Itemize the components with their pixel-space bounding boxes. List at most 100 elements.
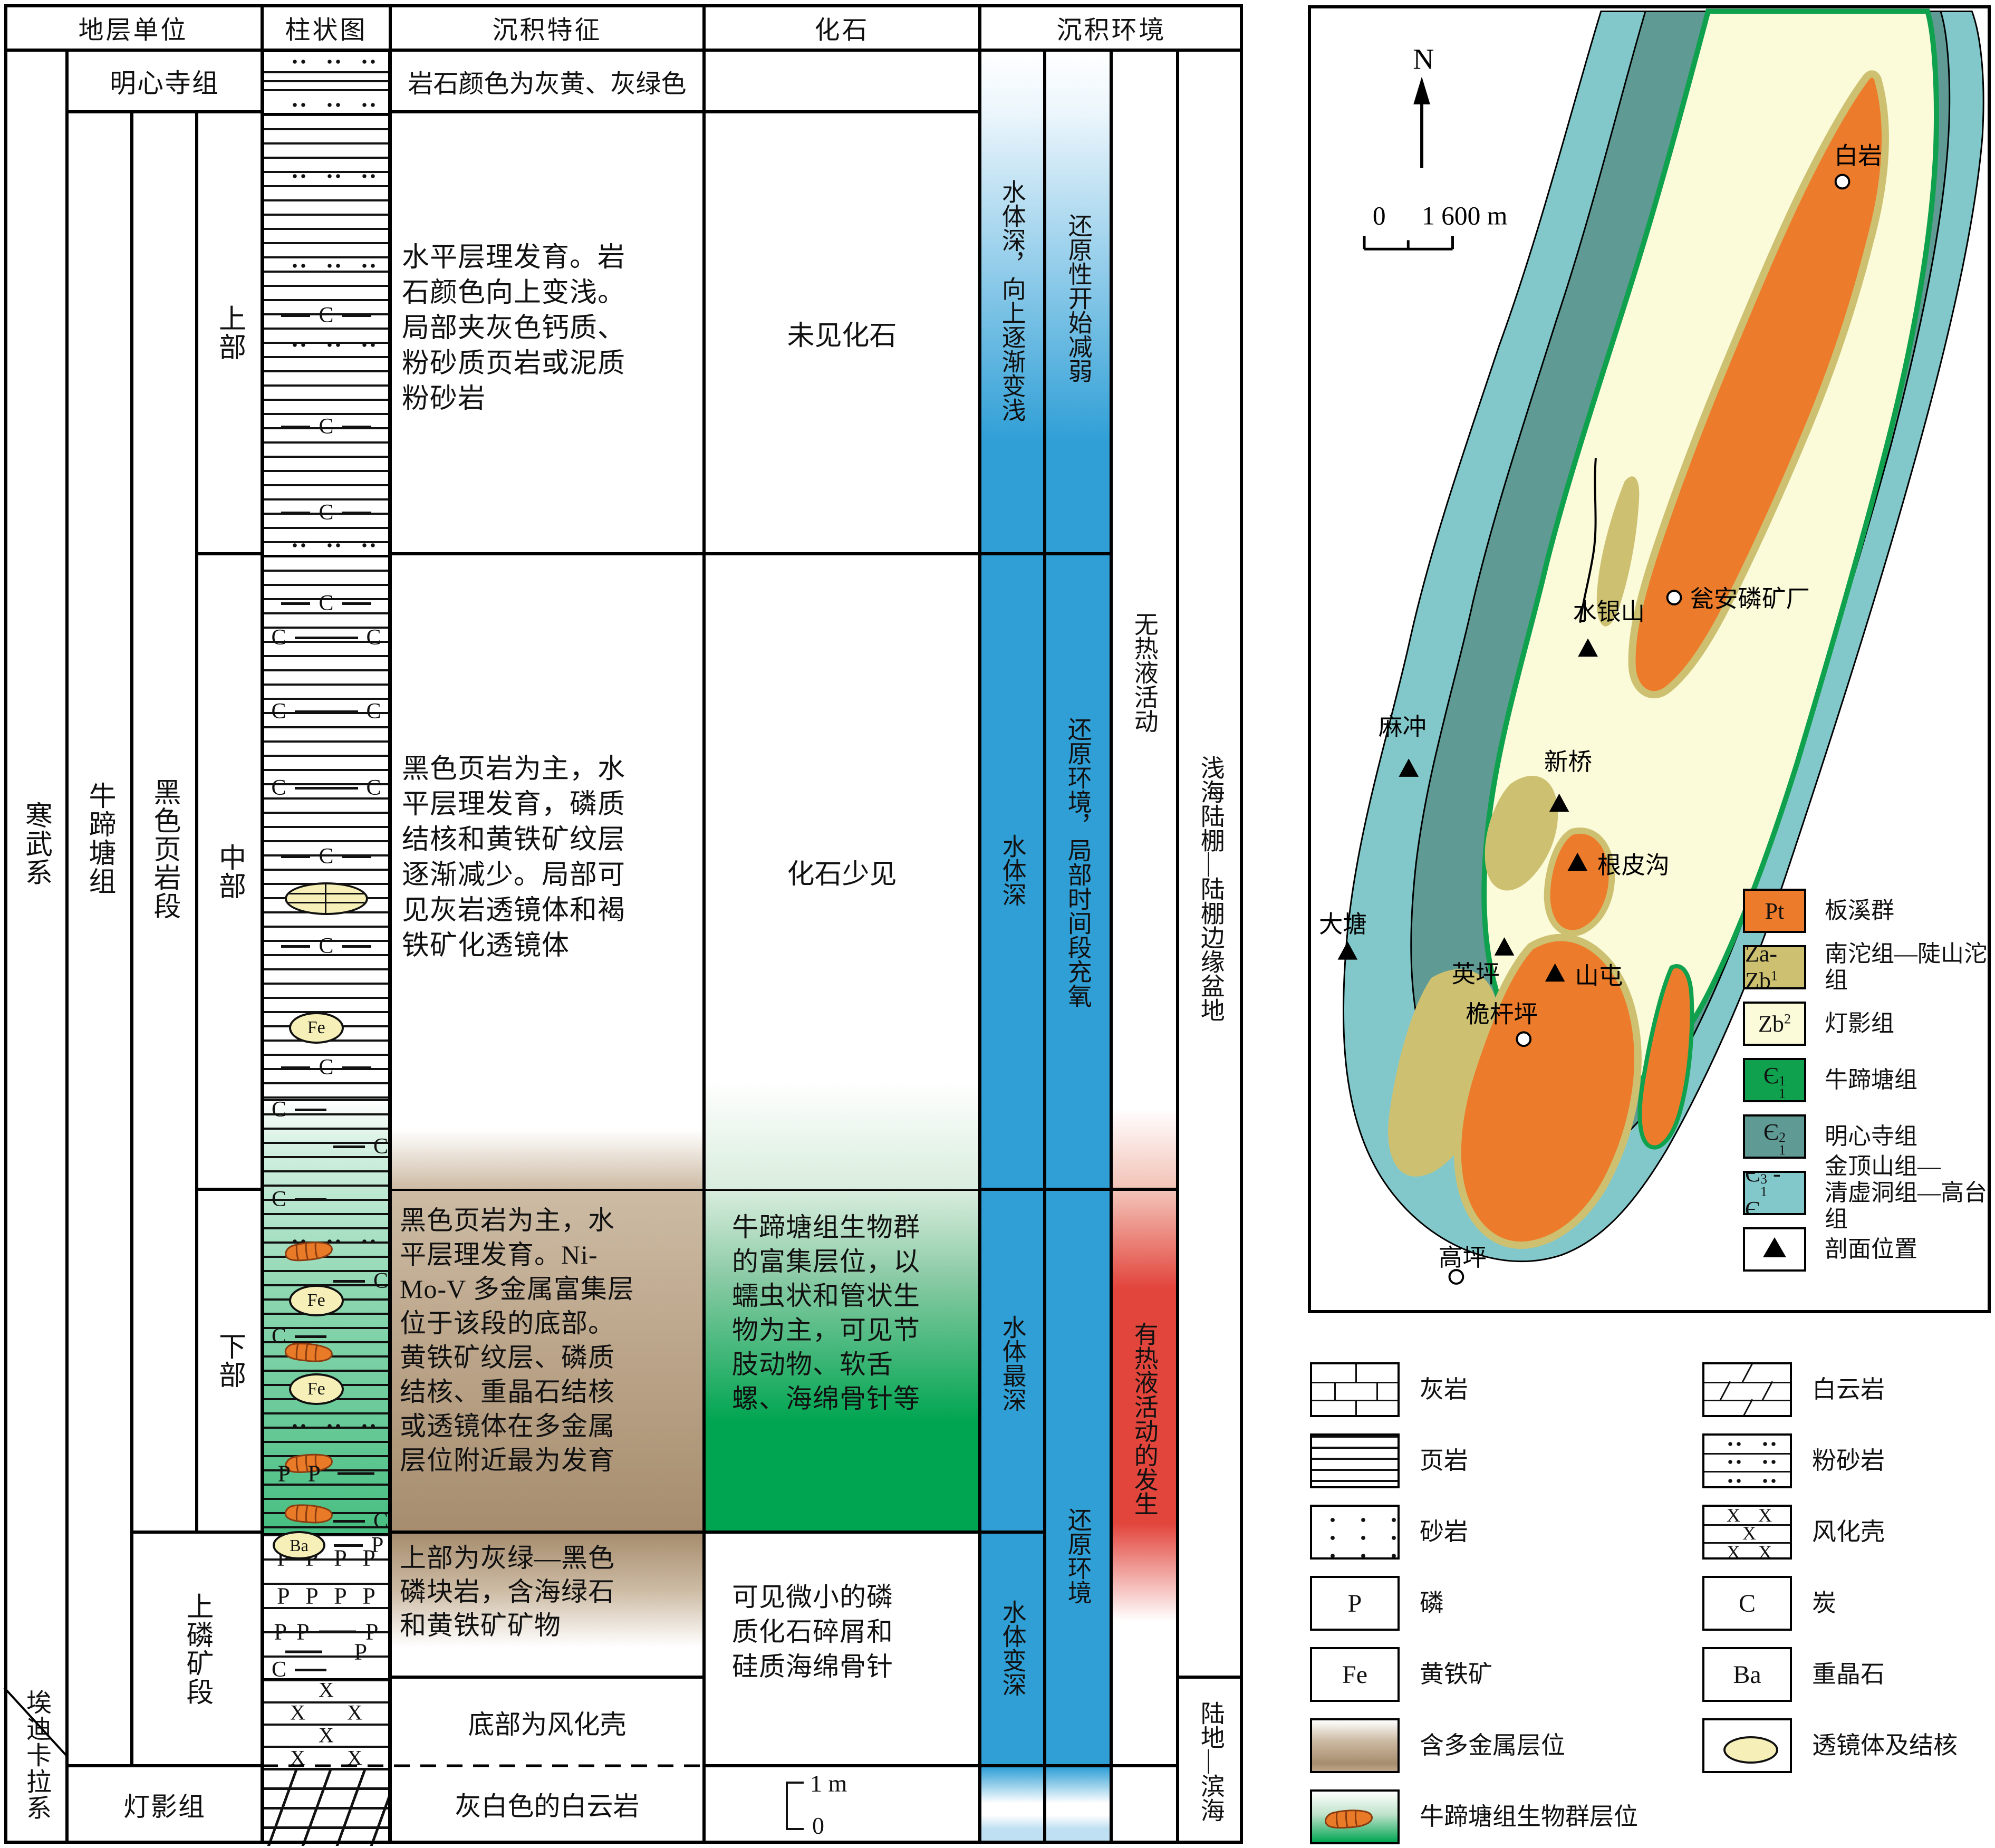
phosphorite-row-glyph: [338, 1472, 375, 1475]
pattern-x-letter: X: [1742, 1523, 1756, 1544]
lith-legend-label: 重晶石: [1812, 1661, 1885, 1688]
map-legend-label: 金顶山组— 清虚洞组—高台组: [1825, 1153, 1987, 1232]
carbon-mark-letter: C: [366, 776, 381, 800]
carbon-mark-dash: [342, 511, 371, 514]
pattern-hline: [1704, 1471, 1790, 1472]
lith-legend-swatch-biota: [1310, 1789, 1400, 1844]
env-depth-upper-cell: [980, 50, 1045, 554]
lith-legend-swatch-sandstone: [1310, 1505, 1400, 1560]
scale-bar-top-label: 1 m: [810, 1769, 847, 1797]
section-location-triangle: [1494, 937, 1515, 956]
lith-legend-swatch-shalebox: [1310, 1433, 1400, 1488]
scale-bar-tick-bottom: [786, 1828, 804, 1830]
section-location-triangle-icon: [1763, 1237, 1786, 1257]
pattern-x-letter: X: [1727, 1505, 1740, 1526]
carbon-mark-letter: C: [319, 844, 334, 869]
pattern-hline: [1312, 1400, 1398, 1401]
column-band-phos: [264, 1534, 388, 1679]
feature-dengying: 灰白色的白云岩: [390, 1766, 704, 1844]
lith-legend-swatch-letter: Fe: [1310, 1647, 1400, 1702]
env-hydro-none-cell: [1111, 50, 1178, 1189]
siltstone-lines: [264, 71, 388, 98]
phosphorite-row-glyph: P: [354, 1639, 368, 1665]
column-band-shale: [264, 114, 388, 1099]
map-legend-swatch: Є31 - Є2: [1743, 1171, 1806, 1215]
header-environment: 沉积环境: [980, 4, 1243, 50]
lith-legend-label: 风化壳: [1812, 1518, 1885, 1545]
map-fault-line: [1579, 458, 1597, 623]
barite-dash: [334, 1544, 363, 1547]
pattern-slant: [1741, 1364, 1753, 1383]
pattern-vline: [1334, 1382, 1336, 1400]
map-scale-label: 1 600 m: [1422, 201, 1507, 230]
weathering-x-row-glyph: X: [347, 1700, 362, 1725]
carbon-mark-letter: C: [319, 500, 334, 525]
map-unit-zazb-patch-n: [1485, 776, 1558, 891]
column-boundary-line: [264, 1678, 388, 1680]
siltstone-dots-row: [274, 101, 379, 109]
lith-legend-label: 牛蹄塘组生物群层位: [1420, 1803, 1638, 1830]
pattern-hline: [1704, 1542, 1790, 1544]
carbon-mark: C: [264, 414, 388, 439]
phosphorite-row-glyph: [285, 1650, 322, 1653]
locality-label: 英坪: [1452, 960, 1500, 987]
locality-circle: [1834, 174, 1851, 190]
env-hydro-none-text: 无热液活动: [1131, 612, 1158, 733]
feature-lower-text: 黑色页岩为主，水平层理发育。Ni-Mo-V 多金属富集层位于该段的底部。黄铁矿纹…: [400, 1206, 634, 1475]
column-band-dolomite: [264, 1768, 388, 1846]
lith-legend-label: 含多金属层位: [1420, 1732, 1565, 1759]
cell-dengying: 灯影组: [67, 1766, 262, 1844]
carbon-mark-dash: [342, 602, 371, 605]
carbon-mark-dash: [281, 855, 311, 858]
env-redox-lower-cell: [1045, 1189, 1111, 1766]
carbon-mark-letter: C: [373, 1509, 388, 1533]
map-legend-label: 南沱组—陡山沱组: [1825, 941, 1987, 993]
cell-middle-part: 中部: [197, 554, 262, 1189]
worm-fossil-icon: [282, 1340, 336, 1367]
feature-mingxinsi: 岩石颜色为灰黄、灰绿色: [390, 50, 704, 112]
scale-bar-line: [786, 1782, 788, 1830]
feature-lower-cell: [390, 1189, 704, 1532]
weathering-x-row-glyph: X: [319, 1678, 334, 1702]
locality-label: 白岩: [1834, 142, 1882, 169]
carbon-mark-letter: C: [272, 1658, 287, 1682]
map-legend-swatch: Pt: [1743, 889, 1806, 933]
carbon-mark-letter: C: [319, 591, 334, 615]
carbon-mark-dash: [342, 945, 371, 948]
lith-legend-label: 白云岩: [1812, 1376, 1885, 1403]
env-depth-lower-cell: [980, 1189, 1045, 1532]
section-location-triangle: [1337, 941, 1358, 960]
map-scale-zero: 0: [1373, 201, 1386, 230]
fossil-phos-cell: [704, 1532, 980, 1766]
mineral-letter: P: [1347, 1589, 1362, 1618]
mineral-letter: Ba: [1733, 1660, 1761, 1689]
carbon-mark-dash: [333, 1519, 365, 1523]
cell-lower-part: 下部: [197, 1189, 262, 1532]
carbon-mark-letter: C: [319, 415, 334, 439]
locality-label: 根皮沟: [1597, 852, 1670, 879]
map-legend-symbol: Є31 - Є2: [1745, 1171, 1781, 1215]
env-depth-phos-text: 水体变深: [999, 1600, 1026, 1697]
env-hydro-bottom-cell: [1111, 1766, 1178, 1844]
column-boundary-line: [264, 113, 388, 115]
map-legend-symbol: Pt: [1765, 898, 1785, 924]
carbon-mark: C: [264, 844, 388, 869]
phosphorite-row-glyph: P: [365, 1619, 379, 1645]
map-legend-symbol: Za-Zb1: [1745, 945, 1778, 989]
phosphorite-row-glyph: P: [362, 1545, 375, 1571]
barite-row: Ba P: [264, 1531, 397, 1560]
weathering-x-row-glyph: X: [290, 1700, 305, 1725]
phosphorite-row-glyph: P: [334, 1583, 347, 1609]
env-hydro-active-cell: [1111, 1189, 1178, 1766]
locality-circle: [1516, 1031, 1532, 1047]
weathering-x-row-glyph: X: [347, 1746, 362, 1770]
map-unit-pt-north: [1628, 70, 1889, 699]
env-depth-lower-text: 水体最深: [999, 1315, 1026, 1412]
